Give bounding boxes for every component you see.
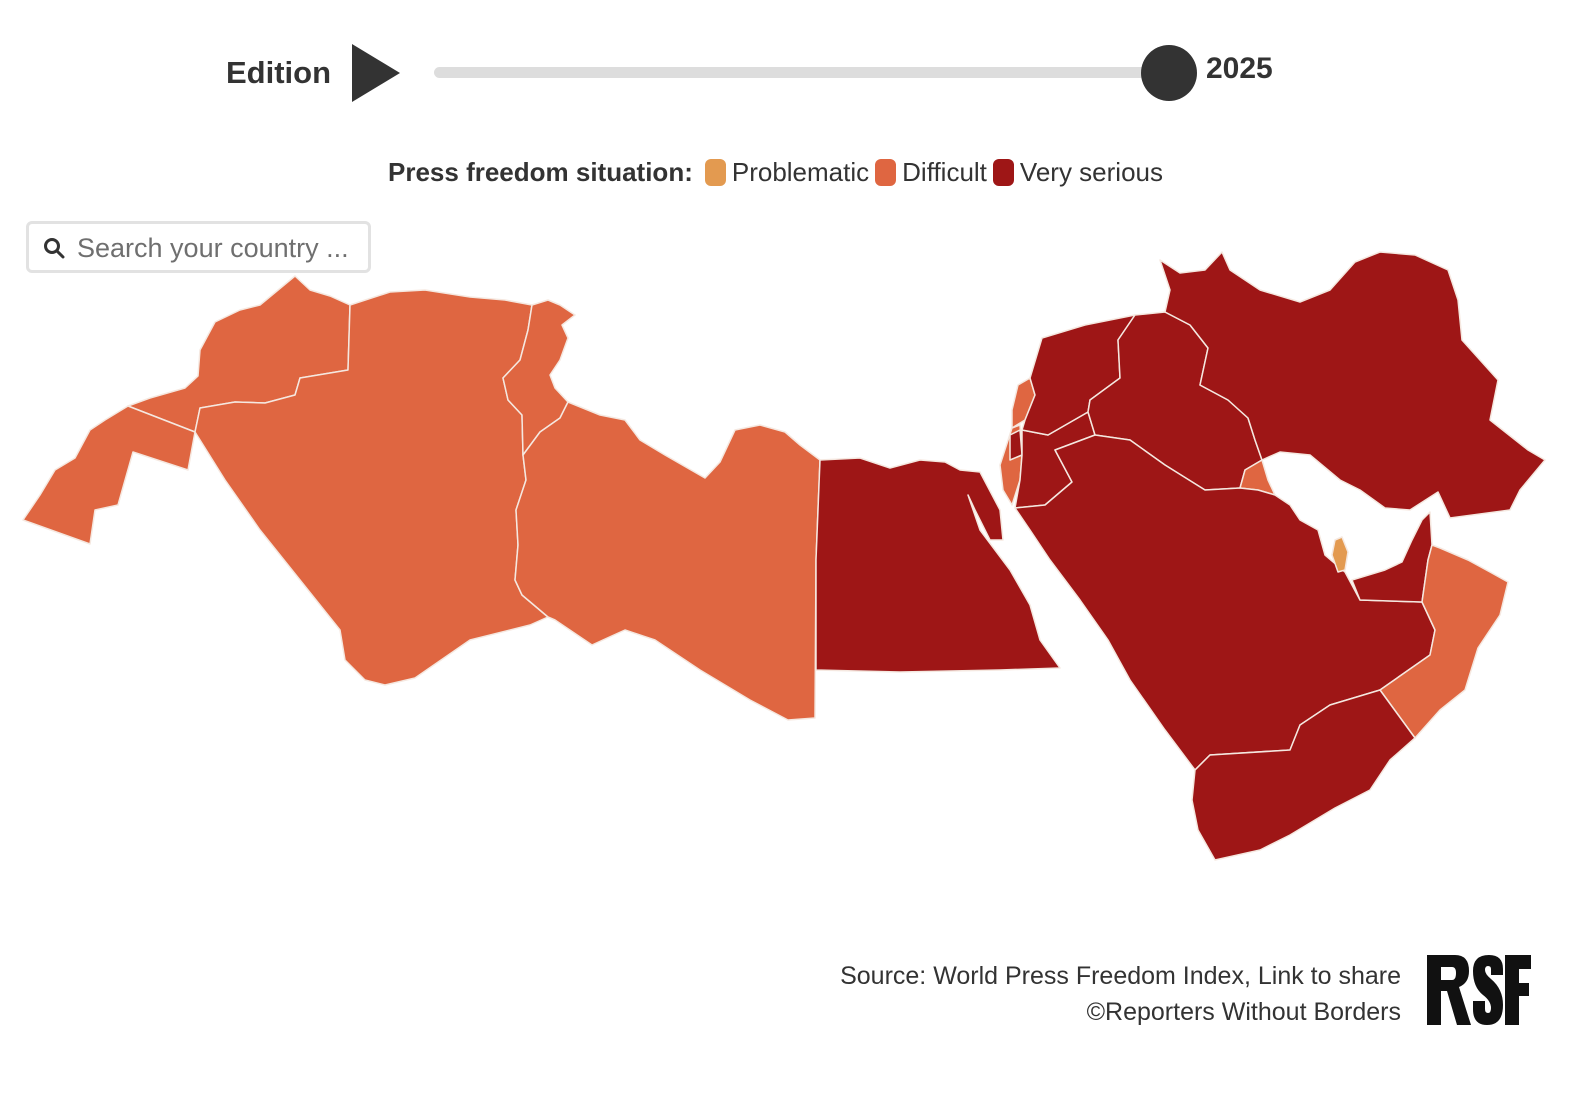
edition-slider-track[interactable]: [434, 67, 1174, 78]
edition-label: Edition: [226, 55, 332, 90]
region-western-sahara[interactable]: [22, 405, 196, 545]
edition-year: 2025: [1206, 52, 1273, 85]
legend-swatch-problematic: [704, 158, 726, 186]
region-palestine[interactable]: [1009, 429, 1023, 461]
region-yemen[interactable]: [1191, 689, 1416, 861]
search-icon: [44, 238, 65, 259]
search-box[interactable]: [26, 221, 371, 273]
legend-label-difficult: Difficult: [902, 156, 987, 187]
region-iran[interactable]: [1159, 251, 1546, 519]
legend-item-difficult: Difficult: [875, 157, 987, 188]
copyright-text: ©Reporters Without Borders: [1086, 998, 1401, 1026]
search-input[interactable]: [75, 230, 369, 266]
region-uae[interactable]: [1351, 511, 1433, 603]
legend-title: Press freedom situation:: [388, 156, 693, 187]
legend: Press freedom situation: Problematic Dif…: [388, 153, 1169, 191]
legend-label-problematic: Problematic: [731, 156, 870, 187]
legend-label-very-serious: Very serious: [1019, 156, 1163, 187]
region-oman[interactable]: [1379, 544, 1509, 739]
legend-item-problematic: Problematic: [704, 156, 870, 188]
play-icon[interactable]: [350, 44, 402, 102]
source-text[interactable]: Source: World Press Freedom Index, Link …: [840, 962, 1401, 990]
region-libya[interactable]: [514, 401, 821, 721]
legend-item-very-serious: Very serious: [992, 156, 1163, 188]
region-egypt[interactable]: [815, 457, 1061, 673]
edition-slider-handle[interactable]: [1141, 45, 1197, 101]
rsf-logo: [1427, 955, 1531, 1025]
region-qatar[interactable]: [1331, 536, 1349, 573]
legend-swatch-difficult: [875, 158, 897, 186]
legend-swatch-very-serious: [992, 158, 1014, 186]
